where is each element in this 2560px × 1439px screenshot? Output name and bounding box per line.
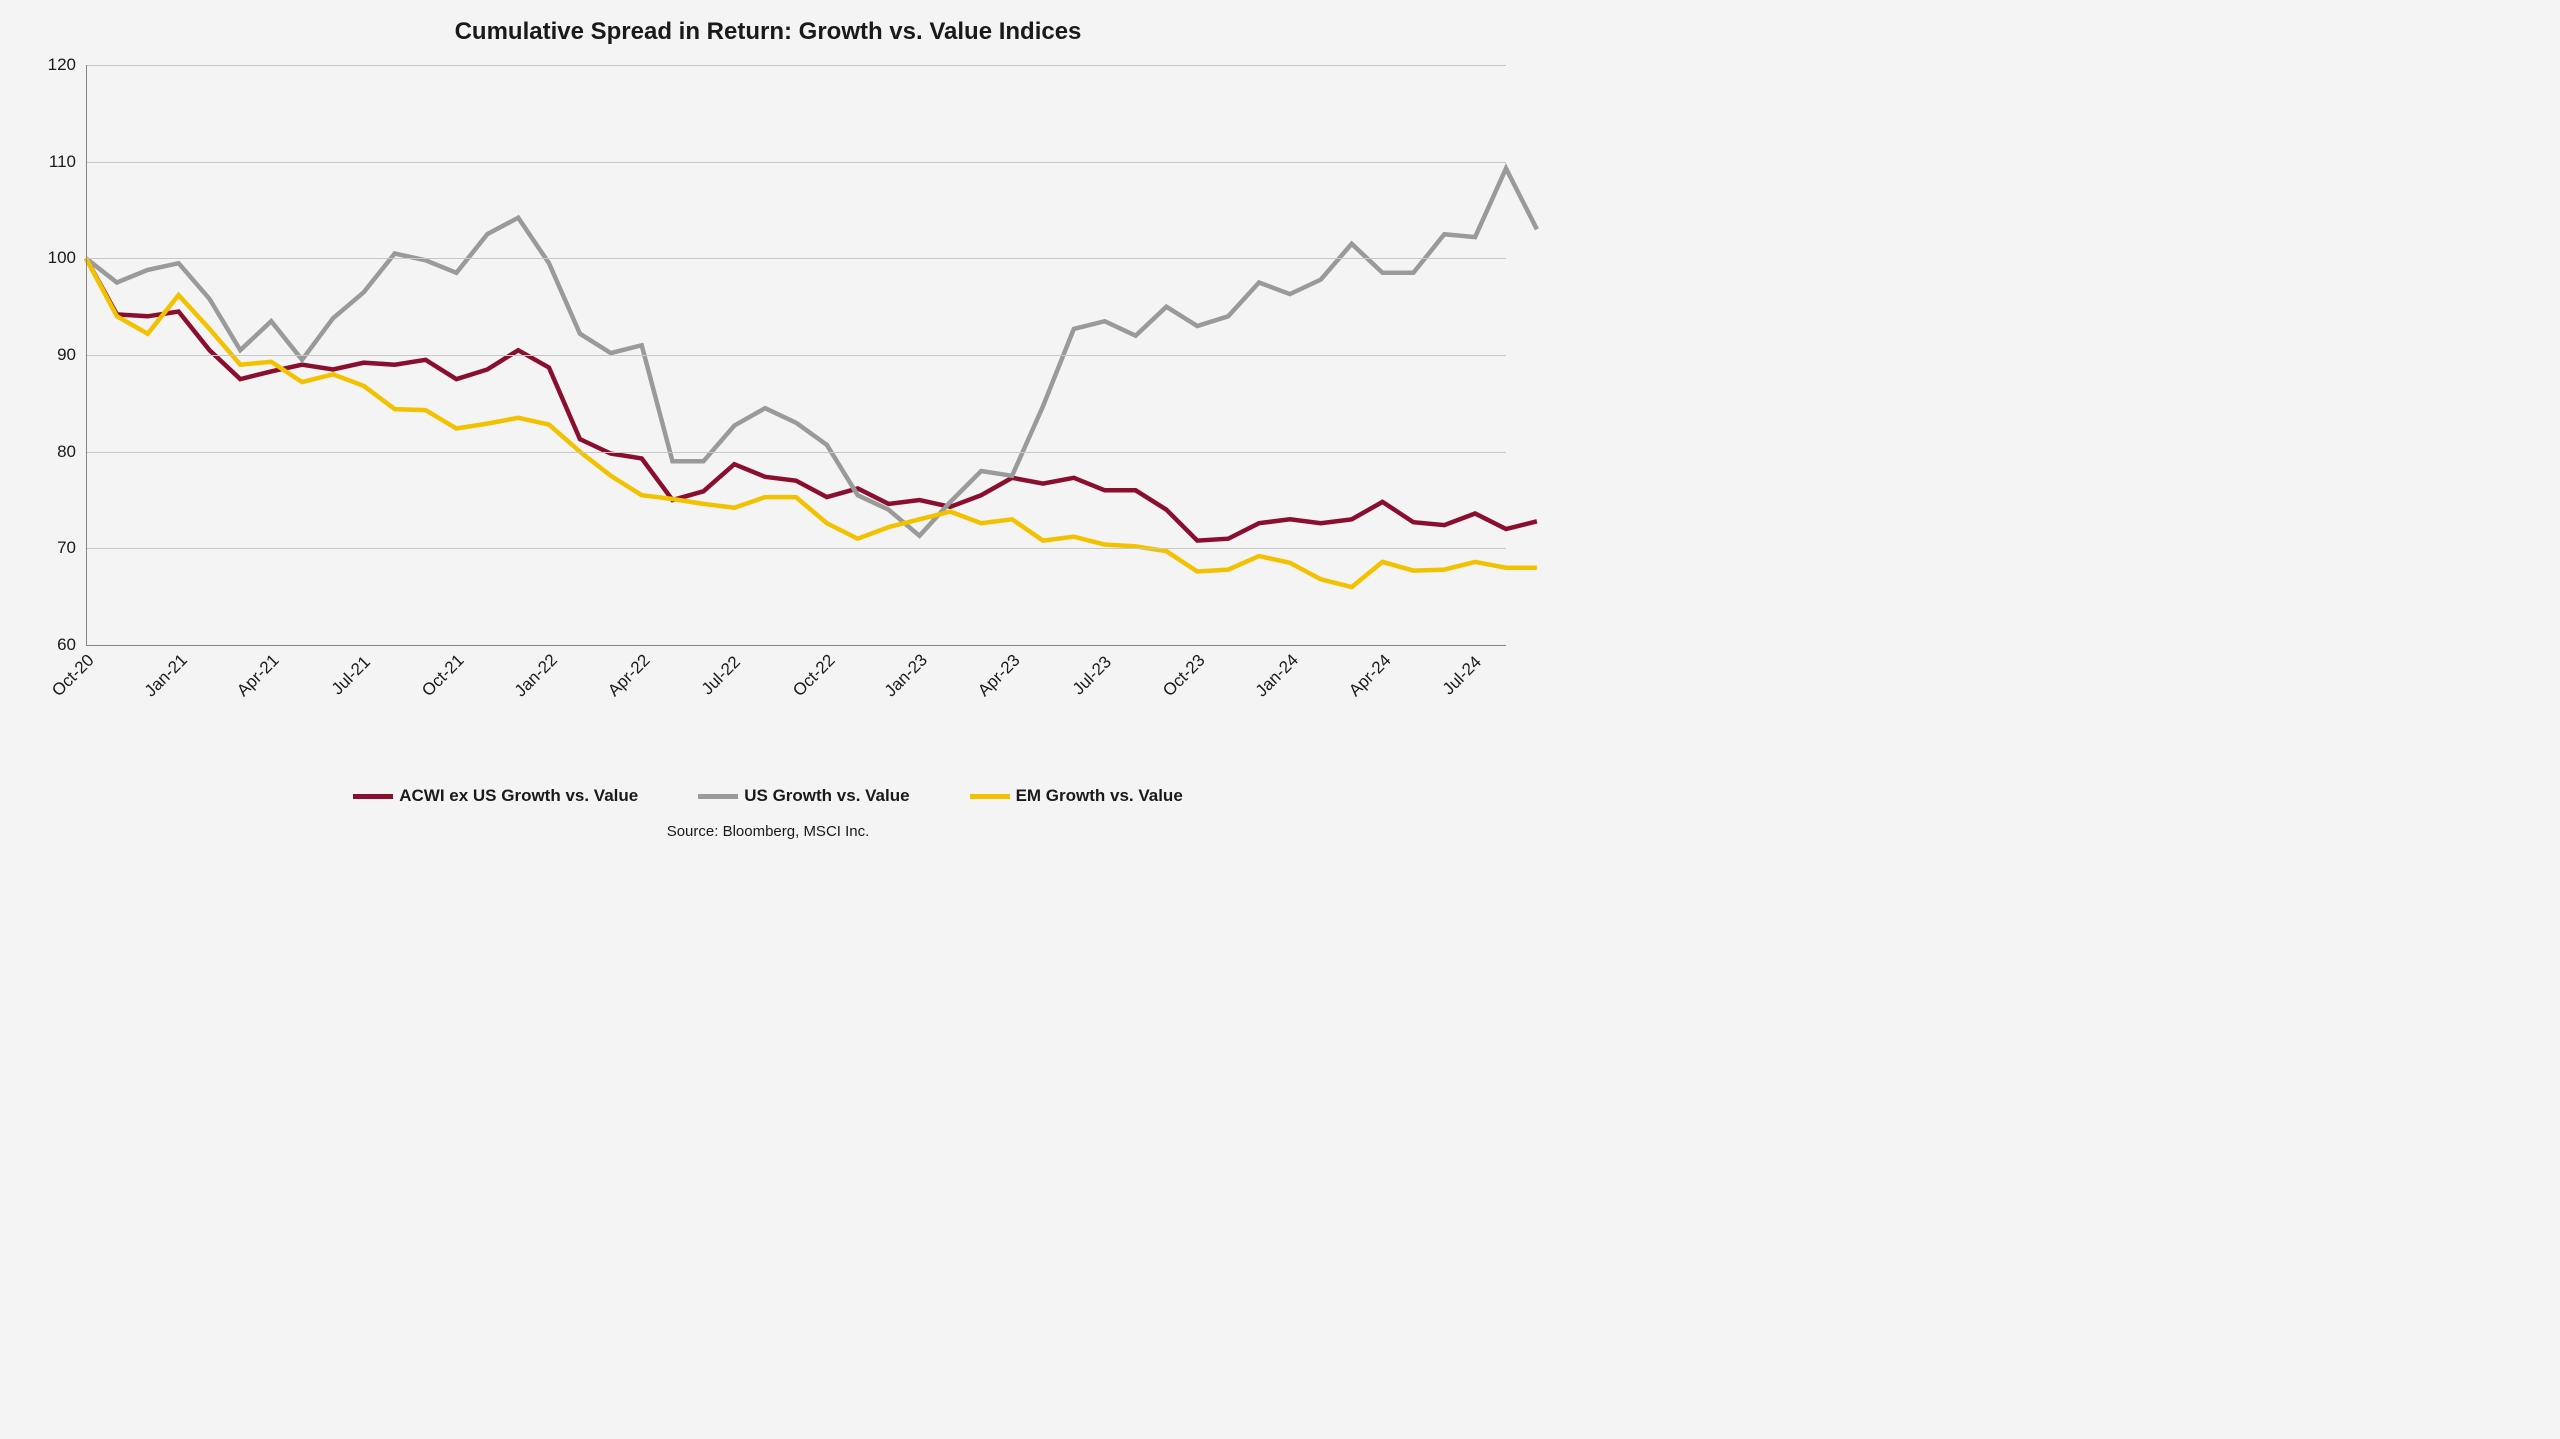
- grid-line: [86, 645, 1506, 646]
- series-line: [86, 168, 1537, 535]
- y-tick-label: 90: [57, 345, 76, 365]
- chart-container: Cumulative Spread in Return: Growth vs. …: [0, 0, 1536, 862]
- x-tick-label: Apr-22: [604, 651, 654, 701]
- x-tick-label: Oct-21: [419, 651, 469, 701]
- x-tick-label: Apr-21: [233, 651, 283, 701]
- x-tick-label: Jul-22: [698, 652, 745, 699]
- x-tick-label: Apr-23: [974, 651, 1024, 701]
- grid-line: [86, 548, 1506, 549]
- y-tick-label: 60: [57, 635, 76, 655]
- x-tick-label: Jan-21: [140, 650, 191, 701]
- y-axis-line: [86, 65, 87, 645]
- legend-item: ACWI ex US Growth vs. Value: [353, 786, 638, 806]
- x-tick-label: Jul-21: [328, 652, 375, 699]
- y-tick-label: 80: [57, 442, 76, 462]
- x-tick-label: Jul-24: [1439, 652, 1486, 699]
- legend-label: US Growth vs. Value: [744, 786, 909, 806]
- y-tick-label: 70: [57, 538, 76, 558]
- grid-line: [86, 162, 1506, 163]
- y-tick-label: 100: [48, 248, 76, 268]
- series-line: [86, 258, 1537, 540]
- legend-item: US Growth vs. Value: [698, 786, 909, 806]
- y-tick-label: 120: [48, 55, 76, 75]
- series-line: [86, 258, 1537, 587]
- legend-swatch: [970, 794, 1010, 799]
- x-tick-label: Apr-24: [1345, 651, 1395, 701]
- chart-title: Cumulative Spread in Return: Growth vs. …: [0, 18, 1536, 46]
- legend: ACWI ex US Growth vs. Value US Growth vs.…: [0, 786, 1536, 806]
- grid-line: [86, 258, 1506, 259]
- plot-area: 60708090100110120Oct-20Jan-21Apr-21Jul-2…: [86, 65, 1506, 645]
- legend-swatch: [353, 794, 393, 799]
- y-tick-label: 110: [49, 152, 76, 172]
- grid-line: [86, 355, 1506, 356]
- x-tick-label: Jan-24: [1252, 650, 1303, 701]
- legend-label: EM Growth vs. Value: [1016, 786, 1183, 806]
- x-tick-label: Jan-23: [881, 650, 932, 701]
- grid-line: [86, 452, 1506, 453]
- grid-line: [86, 65, 1506, 66]
- x-tick-label: Oct-23: [1159, 651, 1209, 701]
- legend-label: ACWI ex US Growth vs. Value: [399, 786, 638, 806]
- source-text: Source: Bloomberg, MSCI Inc.: [0, 823, 1536, 840]
- x-tick-label: Oct-22: [789, 651, 839, 701]
- x-tick-label: Jul-23: [1069, 652, 1116, 699]
- legend-item: EM Growth vs. Value: [970, 786, 1183, 806]
- x-tick-label: Oct-20: [48, 651, 98, 701]
- x-tick-label: Jan-22: [511, 650, 562, 701]
- legend-swatch: [698, 794, 738, 799]
